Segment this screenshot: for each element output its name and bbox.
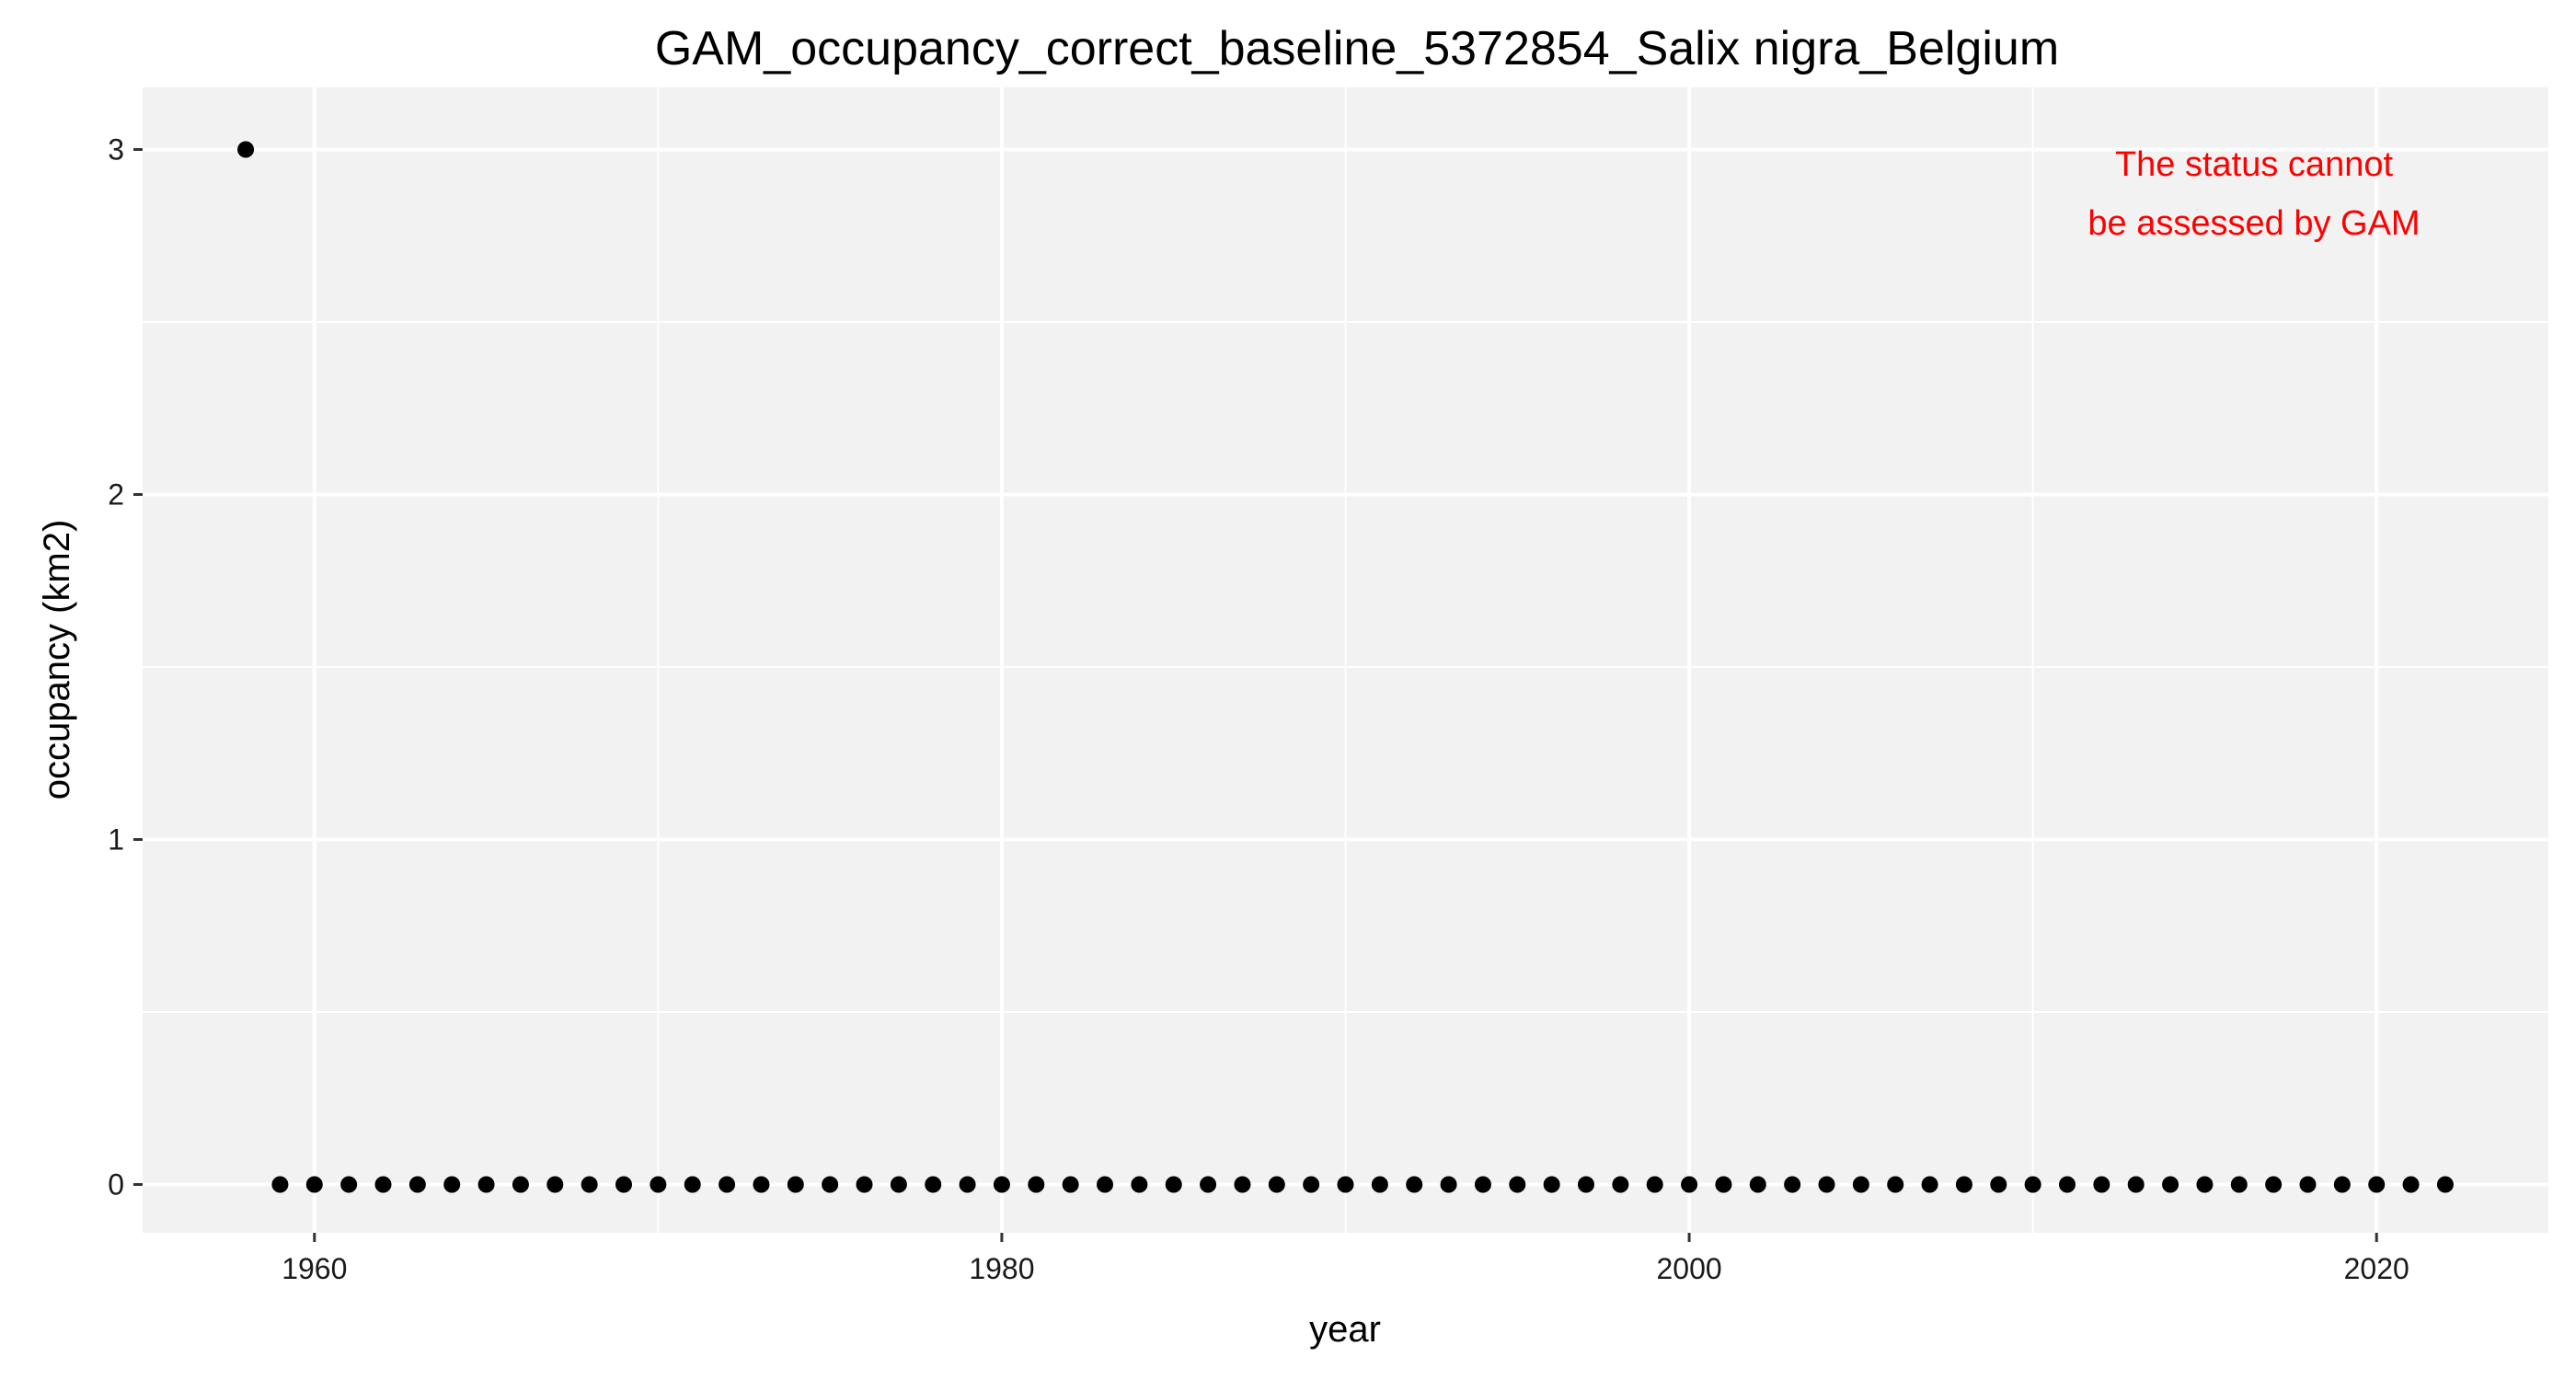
data-point xyxy=(1337,1176,1354,1193)
data-point xyxy=(1921,1176,1938,1193)
data-point xyxy=(615,1176,632,1193)
data-point xyxy=(959,1176,976,1193)
data-point xyxy=(1165,1176,1182,1193)
data-point xyxy=(1543,1176,1560,1193)
data-point xyxy=(1646,1176,1663,1193)
y-tick-label: 0 xyxy=(108,1168,124,1202)
data-point xyxy=(581,1176,598,1193)
y-axis: 0 1 2 3 xyxy=(108,133,143,1202)
data-point xyxy=(1715,1176,1732,1193)
data-point xyxy=(1200,1176,1217,1193)
data-point xyxy=(993,1176,1010,1193)
x-axis-title: year xyxy=(1309,1309,1381,1350)
data-point xyxy=(1371,1176,1388,1193)
data-point xyxy=(2402,1176,2420,1193)
data-point xyxy=(340,1176,358,1193)
data-point xyxy=(2162,1176,2179,1193)
data-point xyxy=(237,141,255,158)
data-point xyxy=(1852,1176,1869,1193)
data-point xyxy=(1234,1176,1251,1193)
data-point xyxy=(2368,1176,2386,1193)
data-point xyxy=(1474,1176,1491,1193)
data-point xyxy=(1612,1176,1629,1193)
data-point xyxy=(890,1176,907,1193)
data-point xyxy=(305,1176,323,1193)
data-point xyxy=(1887,1176,1904,1193)
data-point xyxy=(477,1176,495,1193)
data-point xyxy=(650,1176,667,1193)
data-point xyxy=(2059,1176,2076,1193)
data-point xyxy=(1681,1176,1698,1193)
data-points xyxy=(237,141,2454,1193)
data-point xyxy=(2093,1176,2110,1193)
data-point xyxy=(1955,1176,1972,1193)
data-point xyxy=(2196,1176,2214,1193)
data-point xyxy=(374,1176,392,1193)
x-tick-label: 2000 xyxy=(1656,1252,1721,1285)
data-point xyxy=(1990,1176,2007,1193)
data-point xyxy=(2436,1176,2454,1193)
data-point xyxy=(1131,1176,1148,1193)
data-point xyxy=(787,1176,804,1193)
data-point xyxy=(1818,1176,1835,1193)
data-point xyxy=(2299,1176,2317,1193)
x-tick-label: 2020 xyxy=(2344,1252,2409,1285)
annotation-line: The status cannot xyxy=(2115,145,2394,184)
data-point xyxy=(1303,1176,1320,1193)
data-point xyxy=(2333,1176,2351,1193)
minor-gridlines xyxy=(143,87,2548,1233)
data-point xyxy=(546,1176,564,1193)
data-point xyxy=(719,1176,736,1193)
x-tick-label: 1980 xyxy=(969,1252,1034,1285)
data-point xyxy=(1028,1176,1045,1193)
annotation-line: be assessed by GAM xyxy=(2087,204,2420,243)
data-point xyxy=(2230,1176,2248,1193)
y-tick-label: 1 xyxy=(108,823,124,857)
status-annotation: The status cannot be assessed by GAM xyxy=(2087,145,2420,243)
data-point xyxy=(408,1176,426,1193)
data-point xyxy=(1578,1176,1594,1193)
data-point xyxy=(684,1176,701,1193)
data-point xyxy=(1784,1176,1801,1193)
data-point xyxy=(512,1176,529,1193)
data-point xyxy=(1509,1176,1526,1193)
data-point xyxy=(1097,1176,1113,1193)
data-point xyxy=(2265,1176,2283,1193)
data-point xyxy=(753,1176,770,1193)
data-point xyxy=(2127,1176,2145,1193)
data-point xyxy=(856,1176,873,1193)
y-axis-title: occupancy (km2) xyxy=(37,520,77,800)
data-point xyxy=(1062,1176,1079,1193)
y-tick-label: 3 xyxy=(108,133,124,167)
data-point xyxy=(925,1176,942,1193)
data-point xyxy=(443,1176,461,1193)
data-point xyxy=(822,1176,839,1193)
data-point xyxy=(2024,1176,2041,1193)
data-point xyxy=(271,1176,289,1193)
data-point xyxy=(1440,1176,1457,1193)
x-axis: 1960 1980 2000 2020 xyxy=(282,1233,2409,1285)
x-tick-label: 1960 xyxy=(282,1252,347,1285)
y-tick-label: 2 xyxy=(108,478,124,512)
data-point xyxy=(1268,1176,1285,1193)
chart-title: GAM_occupancy_correct_baseline_5372854_S… xyxy=(655,22,2059,75)
data-point xyxy=(1749,1176,1766,1193)
data-point xyxy=(1406,1176,1423,1193)
